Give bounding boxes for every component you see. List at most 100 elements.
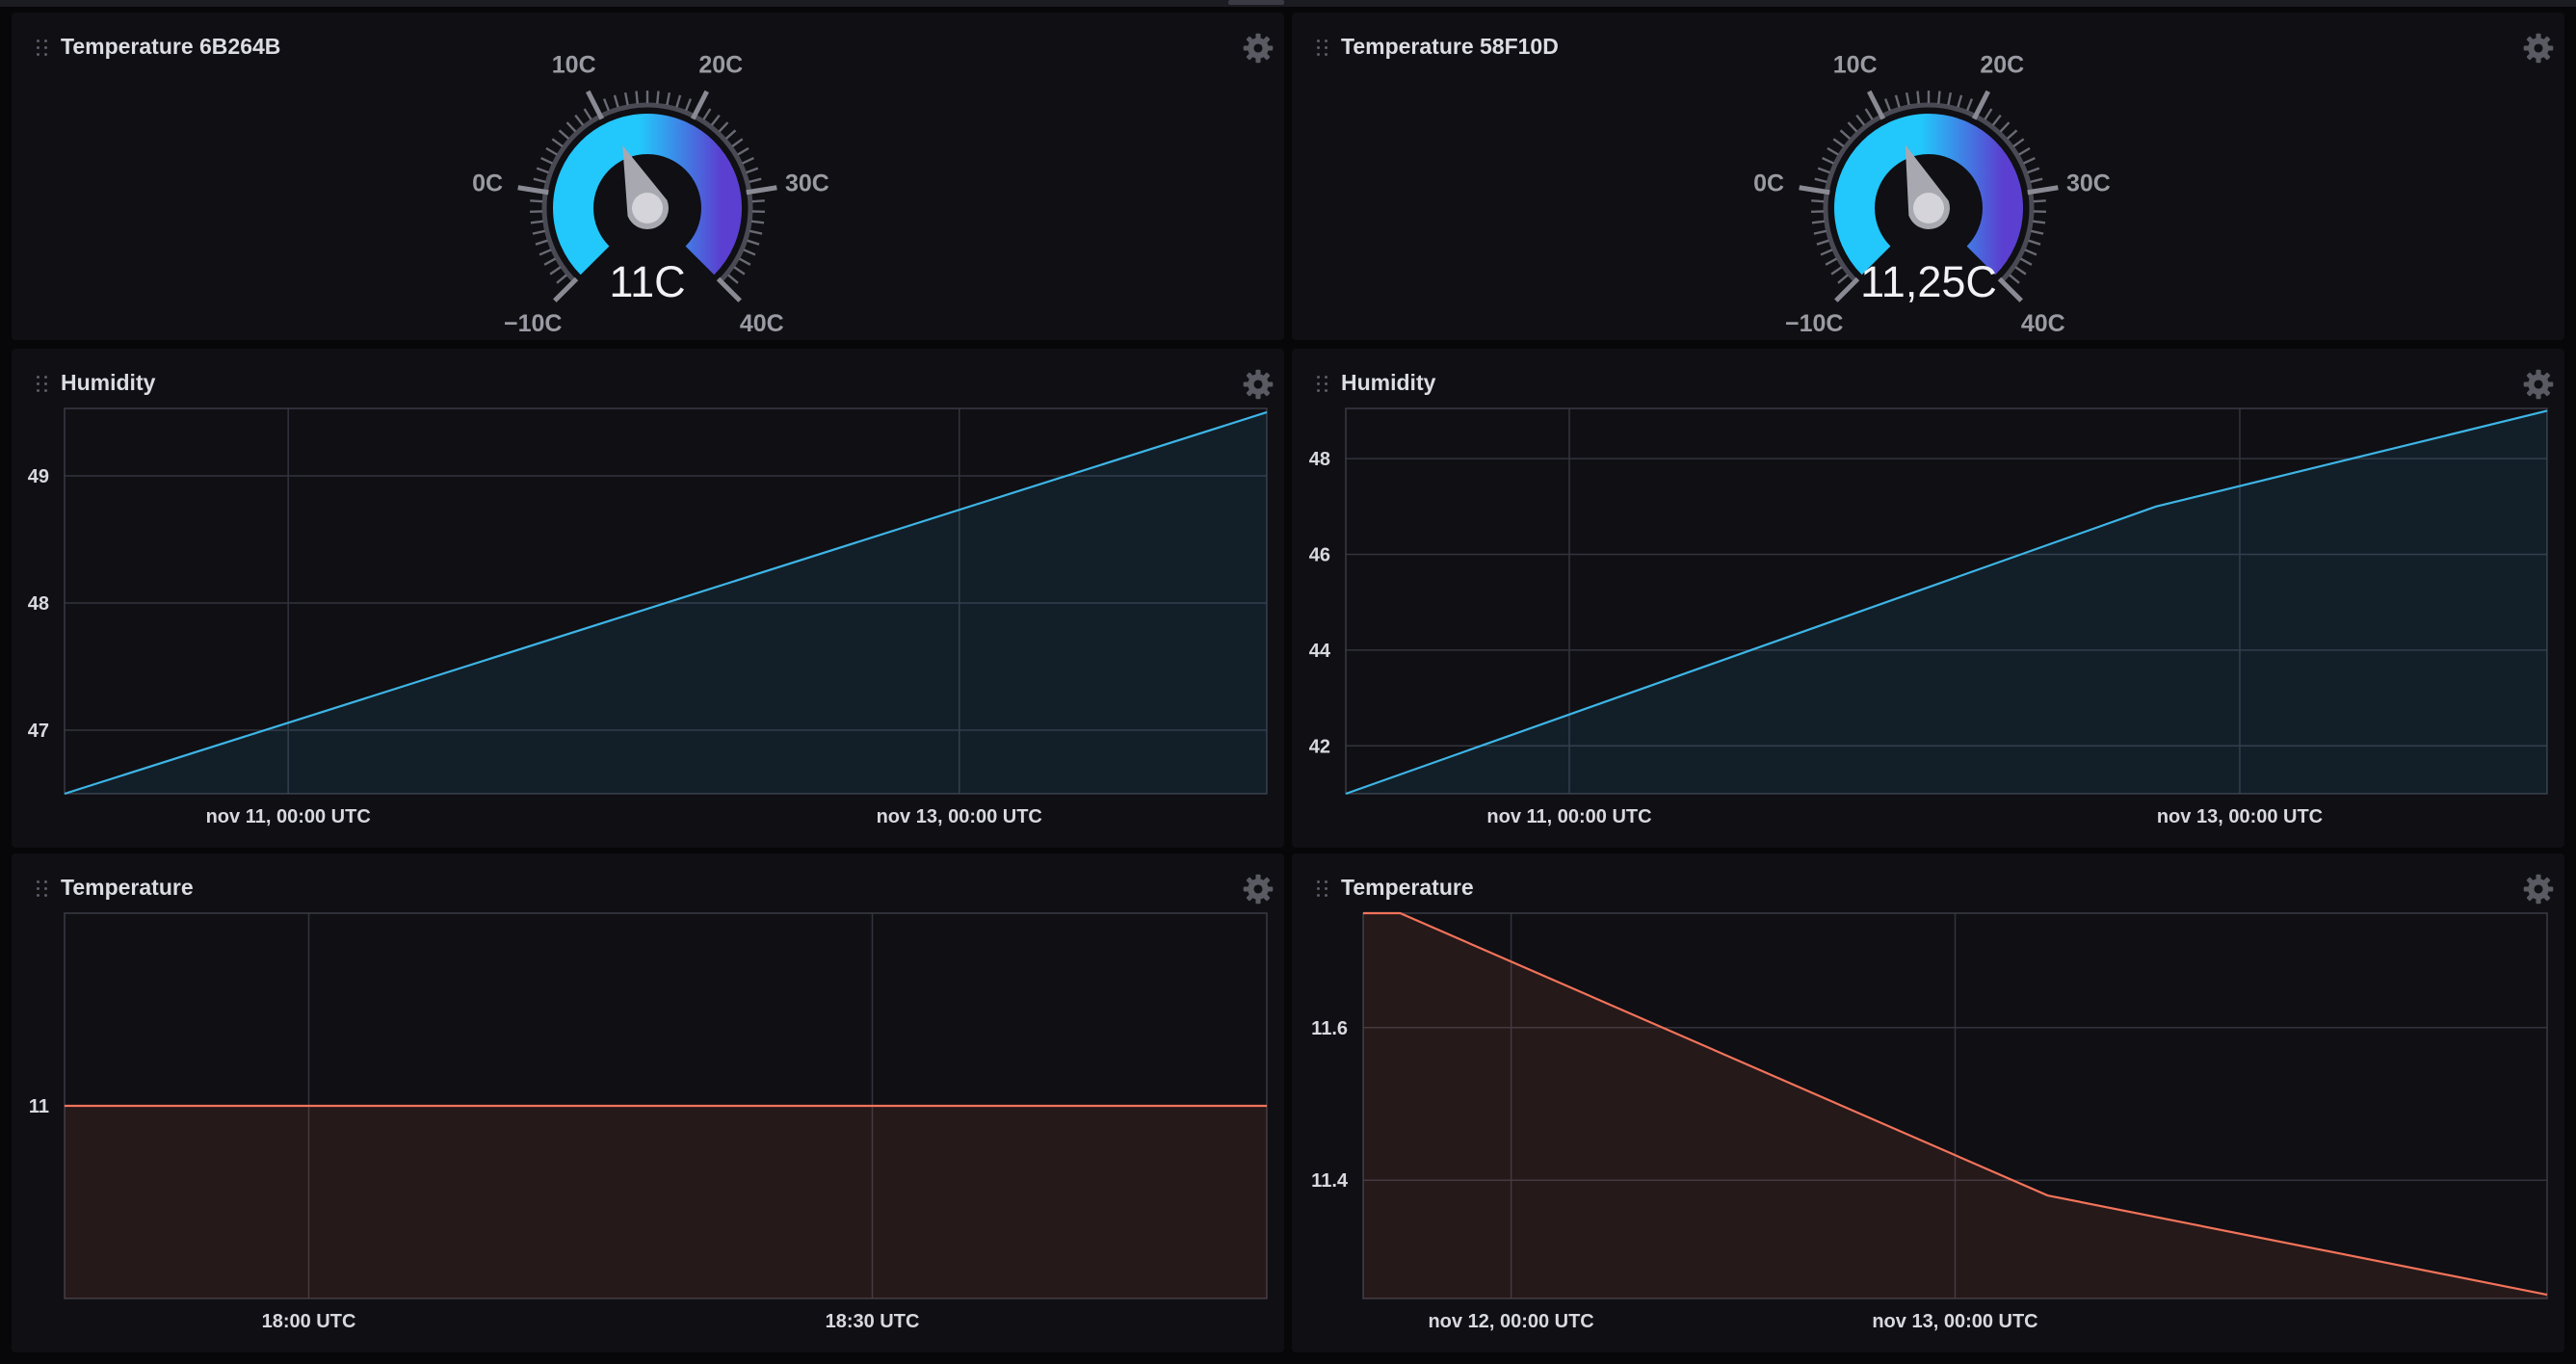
y-tick-label: 11.4 [1311,1170,1349,1192]
gauge-needle-hub [1913,193,1944,223]
plot-frame [1362,912,2548,1299]
top-scrollbar[interactable] [0,0,2576,7]
gauge-tick-label: 30C [2066,170,2111,197]
gauge-value: 11C [609,257,685,306]
panel-title: Temperature [1341,875,1474,900]
y-tick-label: 46 [1309,545,1330,566]
gear-icon[interactable] [1242,368,1275,401]
gauge-tick-label: 40C [740,310,784,337]
gauge-tick-label: −10C [504,310,562,337]
y-tick-label: 11.6 [1311,1018,1348,1039]
y-tick-label: 49 [28,466,49,487]
panel-temperature-chart-right: Temperature 11.4 11.6 nov 12, 00:00 UTC nov… [1292,853,2564,1352]
panel-header: Temperature 6B264B [12,13,1284,65]
series-area [1363,913,2547,1298]
panel-title: Temperature 58F10D [1341,34,1559,59]
gauge-major-tick [517,185,549,196]
x-tick-label: nov 13, 00:00 UTC [2157,806,2323,827]
x-tick-label: nov 12, 00:00 UTC [1428,1311,1593,1332]
gauge-minor-ticks [1811,91,2046,284]
gauge-value: 11,25C [1860,257,1997,306]
plot-frame [1345,407,2548,795]
drag-handle-icon[interactable] [1317,39,1336,59]
gear-icon[interactable] [1242,32,1275,65]
gauge-major-tick [1971,90,1990,120]
chart-grid [1363,913,2547,1298]
humidity-chart: 42 44 46 48 nov 11, 00:00 UTC nov 13, 00:00 U… [1309,407,2548,827]
gauge-tick-label: 0C [1753,170,1784,197]
gauge-major-ticks [517,90,777,302]
y-tick-label: 44 [1309,641,1331,662]
panel-title: Humidity [61,370,156,395]
drag-handle-icon[interactable] [37,880,56,900]
panel-humidity-right: Humidity 42 44 46 48 nov 11, 00:00 UTC nov 13… [1292,349,2564,848]
gauge-major-ticks [1799,90,2059,302]
y-tick-label: 48 [1309,449,1330,470]
gauge-band [1834,114,2023,275]
panel-temperature-gauge-right: Temperature 58F10D −10C 0C 10C 20C 30C 40C 11,… [1292,13,2564,340]
gauge-needle-hub [632,193,663,223]
drag-handle-icon[interactable] [37,39,56,59]
temperature-gauge: −10C 0C 10C 20C 30C 40C 11C [472,51,829,337]
x-tick-label: nov 13, 00:00 UTC [877,806,1042,827]
panel-humidity-left: Humidity 47 48 49 nov 11, 00:00 UTC nov 13, … [12,349,1284,848]
gauge-outer-ring [541,102,753,283]
x-tick-label: nov 13, 00:00 UTC [1872,1311,2037,1332]
gauge-major-tick [716,276,742,302]
gauge-tick-label: −10C [1785,310,1843,337]
series-area [1346,410,2547,794]
series-line [1345,409,2548,796]
chart-grid [1346,408,2547,794]
temperature-chart: 11 18:00 UTC 18:30 UTC [29,912,1268,1332]
gauge-major-tick [1799,185,1830,196]
gear-icon[interactable] [2522,873,2555,905]
gauge-major-tick [1834,276,1860,302]
plot-frame [64,407,1268,795]
gauge-major-tick [746,185,777,196]
gear-icon[interactable] [2522,368,2555,401]
series-line [64,410,1268,796]
gauge-outer-ring [1823,102,2035,283]
panel-title: Temperature [61,875,194,900]
gauge-major-tick [2027,185,2059,196]
gauge-major-tick [553,276,579,302]
drag-handle-icon[interactable] [1317,376,1336,395]
panel-header: Humidity [1292,349,2564,401]
panel-title: Humidity [1341,370,1436,395]
gauge-tick-label: 10C [552,51,596,78]
panel-temperature-chart-left: Temperature 11 18:00 UTC 18:30 UTC [12,853,1284,1352]
gauge-tick-label: 20C [1980,51,2024,78]
humidity-chart: 47 48 49 nov 11, 00:00 UTC nov 13, 00:00 UTC [28,407,1268,827]
y-tick-label: 42 [1309,736,1330,757]
gauge-tick-label: 20C [698,51,743,78]
gear-icon[interactable] [1242,873,1275,905]
series-area [65,1106,1267,1298]
gauge-major-tick [1867,90,1886,120]
panel-header: Humidity [12,349,1284,401]
temperature-chart: 11.4 11.6 nov 12, 00:00 UTC nov 13, 00:00 U… [1311,911,2548,1332]
y-tick-label: 11 [29,1096,49,1117]
drag-handle-icon[interactable] [1317,880,1336,900]
scrollbar-thumb[interactable] [1228,0,1284,5]
gauge-minor-ticks [530,91,765,284]
gear-icon[interactable] [2522,32,2555,65]
x-tick-label: 18:30 UTC [826,1311,920,1332]
x-tick-label: nov 11, 00:00 UTC [206,806,371,827]
gauge-tick-label: 30C [785,170,829,197]
gauge-major-tick [690,90,709,120]
x-tick-label: 18:00 UTC [262,1311,356,1332]
gauge-major-tick [586,90,605,120]
panel-temperature-gauge-left: Temperature 6B264B −10C 0C 10C 20C 30C 40C 11C [12,13,1284,340]
drag-handle-icon[interactable] [37,376,56,395]
temperature-gauge: −10C 0C 10C 20C 30C 40C 11,25C [1753,51,2111,337]
panel-header: Temperature [1292,853,2564,905]
y-tick-label: 47 [28,721,49,742]
gauge-tick-label: 10C [1833,51,1878,78]
y-tick-label: 48 [28,593,49,615]
panel-title: Temperature 6B264B [61,34,281,59]
x-tick-label: nov 11, 00:00 UTC [1486,806,1651,827]
panel-header: Temperature 58F10D [1292,13,2564,65]
panel-header: Temperature [12,853,1284,905]
gauge-major-tick [1997,276,2023,302]
gauge-band [553,114,742,275]
